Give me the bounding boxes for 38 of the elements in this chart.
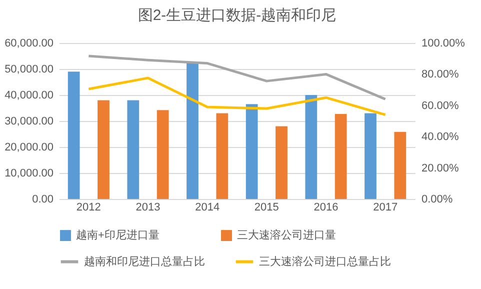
legend-label: 三大速溶公司进口总量占比 [259,254,391,268]
y2-tick-label: 60.00% [422,100,460,112]
bar [364,113,376,199]
bar [216,113,228,199]
y-tick-label: 20,000.00 [4,142,54,154]
bar [394,132,406,199]
bar [334,114,347,199]
bar [156,110,169,199]
bar [276,126,288,199]
x-tick-label: 2016 [314,202,338,214]
y2-tick-label: 20.00% [422,162,460,174]
y-tick-label: 40,000.00 [4,90,54,102]
legend-label: 三大速溶公司进口量 [237,228,336,242]
line-series [87,54,387,100]
bar [186,63,198,199]
y-tick-label: 50,000.00 [4,64,54,76]
bar [68,72,80,199]
y-tick-label: 30,000.00 [4,116,54,128]
bar [127,100,140,199]
bar [98,100,110,199]
x-tick-label: 2015 [254,202,279,214]
chart-title: 图2-生豆进口数据-越南和印尼 [138,7,336,24]
y-tick-label: 60,000.00 [4,38,54,50]
line-series [87,76,387,116]
x-tick-label: 2012 [76,202,101,214]
bar [305,95,318,199]
y-tick-label: 0.00 [32,194,54,206]
y2-tick-label: 100.00% [422,38,466,50]
y-tick-label: 10,000.00 [4,168,54,180]
x-tick-label: 2017 [373,202,398,214]
x-tick-label: 2014 [195,202,220,214]
y2-tick-label: 80.00% [422,68,460,81]
y2-tick-label: 0.00% [422,194,453,206]
legend-label: 越南和印尼进口总量占比 [84,254,205,268]
x-tick-label: 2013 [136,202,160,214]
bar [246,104,258,199]
legend-label: 越南+印尼进口量 [76,228,160,242]
y2-tick-label: 40.00% [422,131,460,144]
